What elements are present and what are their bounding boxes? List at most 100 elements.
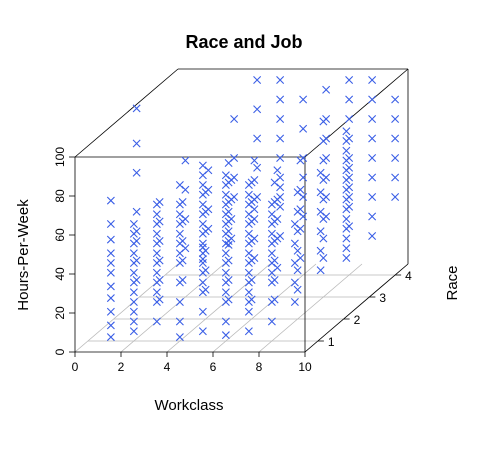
data-point bbox=[342, 146, 351, 155]
z-tick-label: 40 bbox=[53, 267, 67, 281]
data-point bbox=[342, 137, 351, 145]
data-point bbox=[368, 232, 377, 240]
data-point bbox=[198, 255, 207, 264]
data-point bbox=[244, 249, 253, 258]
data-point bbox=[253, 163, 262, 172]
data-point bbox=[244, 210, 253, 219]
data-point bbox=[221, 210, 230, 219]
data-point bbox=[319, 254, 328, 262]
data-point bbox=[316, 246, 325, 255]
data-point bbox=[250, 156, 259, 165]
data-point bbox=[319, 195, 328, 204]
data-point bbox=[221, 220, 230, 228]
data-point bbox=[391, 193, 400, 201]
y-tick-label: 3 bbox=[379, 291, 386, 305]
data-point bbox=[152, 278, 161, 287]
data-point bbox=[175, 333, 184, 342]
data-point bbox=[129, 327, 138, 336]
data-point bbox=[273, 166, 282, 175]
data-point bbox=[224, 240, 233, 249]
data-point bbox=[198, 243, 207, 252]
data-point bbox=[152, 259, 161, 267]
data-point bbox=[129, 268, 138, 277]
data-point bbox=[276, 95, 285, 104]
data-point bbox=[267, 220, 276, 228]
data-point bbox=[152, 317, 161, 326]
data-point bbox=[106, 196, 115, 205]
plot-box bbox=[74, 68, 409, 353]
z-tick-label: 60 bbox=[53, 228, 67, 242]
data-point bbox=[244, 259, 253, 267]
data-point bbox=[319, 234, 328, 243]
data-point bbox=[342, 254, 351, 262]
data-point bbox=[391, 173, 400, 182]
data-point bbox=[152, 298, 161, 306]
data-point bbox=[253, 105, 262, 114]
data-point bbox=[198, 181, 207, 189]
data-point bbox=[198, 161, 207, 170]
data-point bbox=[345, 95, 354, 104]
data-point bbox=[129, 259, 138, 267]
data-point bbox=[129, 298, 138, 306]
floor-grid-line-x bbox=[258, 263, 363, 353]
data-point bbox=[342, 195, 351, 204]
data-point bbox=[316, 207, 325, 216]
y-tick-label: 2 bbox=[354, 313, 361, 327]
x-tick-label: 10 bbox=[298, 360, 312, 374]
data-point bbox=[345, 76, 354, 84]
data-point bbox=[132, 104, 141, 113]
data-point bbox=[290, 278, 299, 287]
y-axis-label: Race bbox=[444, 265, 461, 300]
data-point bbox=[319, 137, 328, 145]
data-point bbox=[319, 215, 328, 223]
data-point bbox=[198, 268, 207, 277]
data-point bbox=[368, 154, 377, 162]
data-point bbox=[221, 259, 230, 267]
data-point bbox=[106, 321, 115, 330]
data-point bbox=[244, 200, 253, 209]
data-point bbox=[198, 171, 207, 180]
data-point bbox=[293, 285, 302, 294]
data-point bbox=[106, 220, 115, 228]
data-point bbox=[342, 205, 351, 214]
z-axis-label: Hours-Per-Week bbox=[15, 199, 32, 311]
data-point bbox=[198, 278, 207, 287]
data-point bbox=[129, 278, 138, 287]
x-tick-label: 4 bbox=[164, 360, 171, 374]
data-point bbox=[267, 249, 276, 258]
data-point bbox=[106, 259, 115, 267]
data-point bbox=[244, 181, 253, 189]
data-point bbox=[106, 249, 115, 258]
data-point bbox=[316, 227, 325, 236]
data-point bbox=[221, 239, 230, 248]
data-point bbox=[129, 239, 138, 248]
data-point bbox=[221, 200, 230, 209]
data-point bbox=[368, 212, 377, 221]
data-point bbox=[198, 220, 207, 228]
data-point bbox=[244, 239, 253, 248]
data-point bbox=[253, 134, 262, 143]
data-point bbox=[319, 117, 328, 126]
data-point bbox=[342, 244, 351, 253]
data-point bbox=[106, 333, 115, 342]
data-point bbox=[244, 229, 253, 238]
data-point bbox=[299, 95, 308, 104]
data-point bbox=[175, 239, 184, 248]
data-point bbox=[368, 95, 377, 104]
data-point bbox=[129, 249, 138, 258]
data-point bbox=[368, 115, 377, 123]
data-point bbox=[106, 294, 115, 303]
data-point bbox=[342, 185, 351, 194]
y-tick-label: 1 bbox=[328, 335, 335, 349]
data-point bbox=[276, 134, 285, 143]
data-point bbox=[290, 259, 299, 267]
data-point bbox=[129, 288, 138, 297]
data-point bbox=[175, 249, 184, 258]
data-point bbox=[276, 76, 285, 84]
data-point bbox=[129, 317, 138, 326]
box-edge bbox=[74, 68, 179, 158]
data-points bbox=[106, 76, 400, 342]
z-tick-label: 100 bbox=[53, 147, 67, 167]
